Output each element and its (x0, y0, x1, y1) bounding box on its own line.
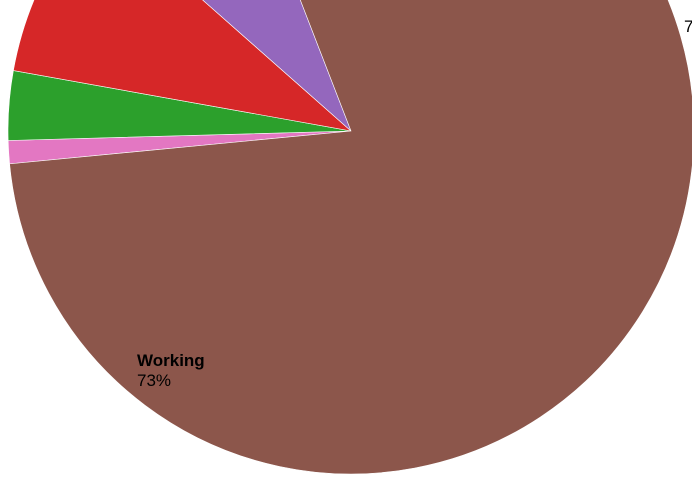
slices-layer (7, 0, 692, 475)
slice-percent-4: 73% (137, 371, 171, 390)
pie-slice-3 (202, 0, 352, 132)
pie-slice-2 (13, 0, 353, 132)
pie-slice-4 (9, 0, 692, 475)
slice-label-4: Working (137, 351, 205, 370)
slice-percent-3: 7 (684, 17, 692, 36)
